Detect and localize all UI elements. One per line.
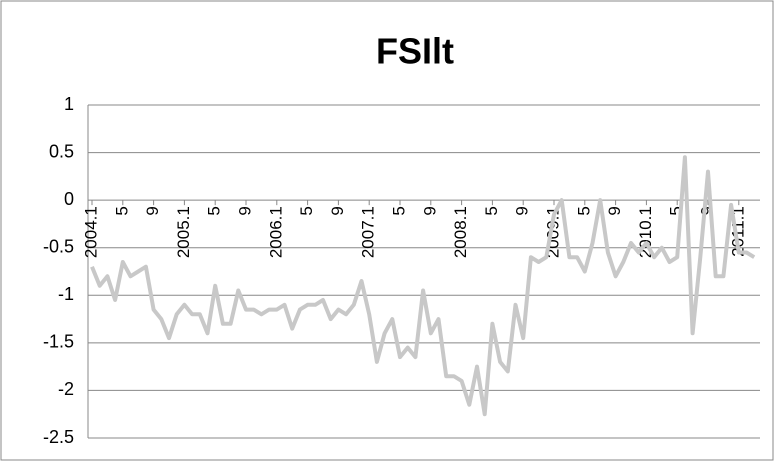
x-tick-label: 2006.1 <box>266 206 285 258</box>
x-tick-label: 5 <box>297 206 316 215</box>
x-tick-label: 2004.1 <box>81 206 100 258</box>
x-tick-label: 2005.1 <box>174 206 193 258</box>
x-tick-label: 2010.1 <box>636 206 655 258</box>
x-tick-label: 5 <box>482 206 501 215</box>
y-tick-label: 0 <box>64 189 74 209</box>
y-tick-label: -2 <box>58 379 74 399</box>
data-line <box>90 155 756 417</box>
x-tick-label: 5 <box>667 206 686 215</box>
x-tick-label: 9 <box>605 206 624 215</box>
x-tick-label: 5 <box>205 206 224 215</box>
x-tick-label: 5 <box>574 206 593 215</box>
y-tick-label: -1.5 <box>43 332 74 352</box>
x-tick-label: 9 <box>420 206 439 215</box>
x-tick-label: 9 <box>235 206 254 215</box>
x-tick-label: 9 <box>697 206 716 215</box>
x-tick-label: 9 <box>513 206 532 215</box>
x-tick-label: 9 <box>328 206 347 215</box>
y-tick-label: 1 <box>64 94 74 114</box>
x-tick-label: 2007.1 <box>359 206 378 258</box>
y-tick-label: -0.5 <box>43 236 74 256</box>
x-tick-label: 5 <box>112 206 131 215</box>
y-tick-label: 0.5 <box>49 141 74 161</box>
x-tick-label: 5 <box>389 206 408 215</box>
chart-title: FSIlt <box>376 31 454 72</box>
y-tick-label: -1 <box>58 284 74 304</box>
x-tick-label: 2008.1 <box>451 206 470 258</box>
y-tick-label: -2.5 <box>43 427 74 447</box>
x-tick-label: 9 <box>143 206 162 215</box>
